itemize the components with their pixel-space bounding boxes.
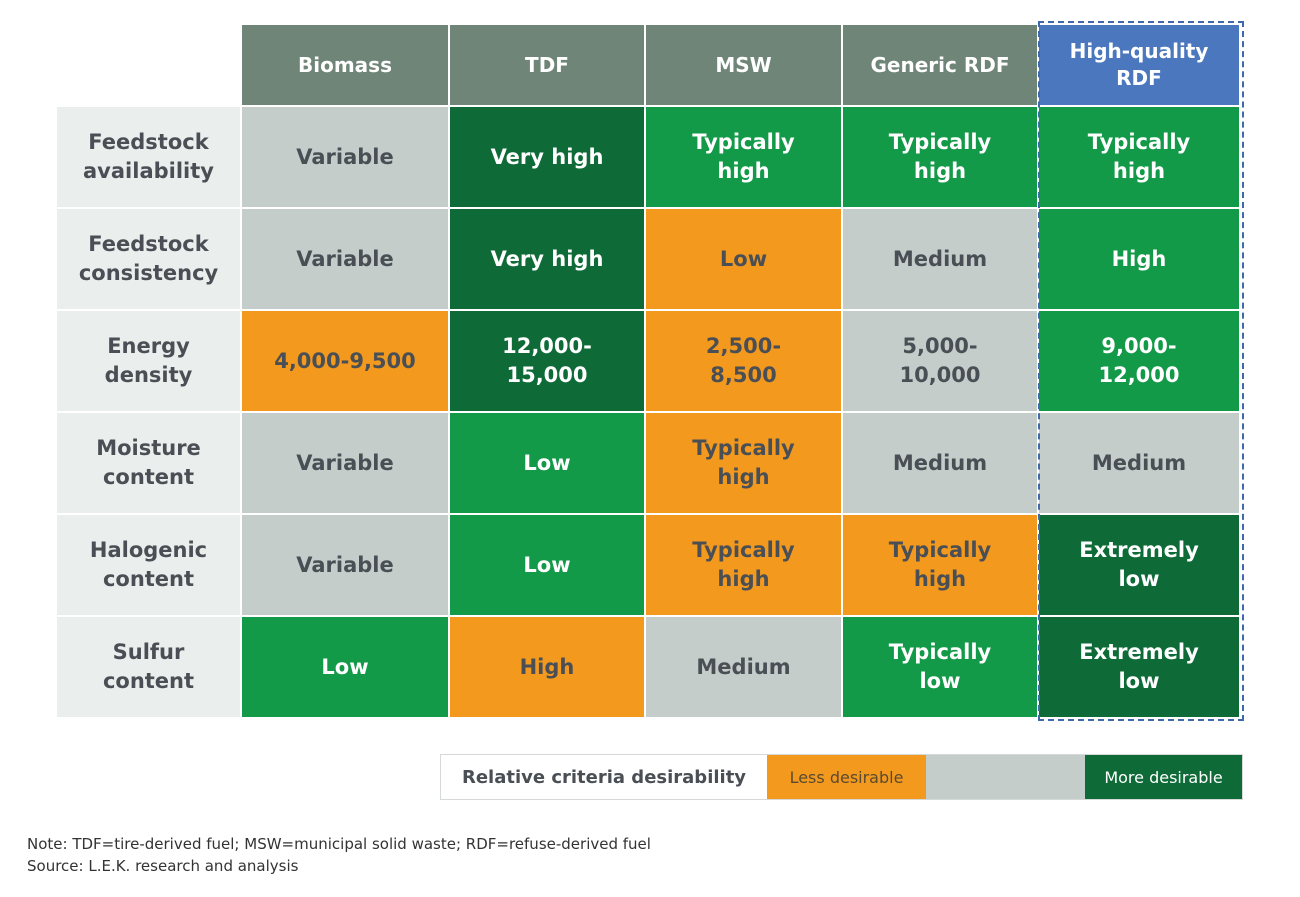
row-header: Sulfur content: [57, 617, 240, 717]
table-cell: Medium: [843, 209, 1037, 309]
table-cell: Extremely low: [1039, 617, 1239, 717]
table-cell: Very high: [450, 107, 644, 207]
table-cell: Typically high: [843, 107, 1037, 207]
legend-title: Relative criteria desirability: [441, 755, 767, 799]
table-cell: Variable: [242, 107, 448, 207]
table-cell: Low: [242, 617, 448, 717]
table-cell: Variable: [242, 413, 448, 513]
row-header: Moisture content: [57, 413, 240, 513]
table-cell: Typically high: [843, 515, 1037, 615]
table-cell: Typically high: [646, 413, 841, 513]
row-header: Halogenic content: [57, 515, 240, 615]
table-cell: 2,500-8,500: [646, 311, 841, 411]
table-cell: Low: [450, 515, 644, 615]
row-header: Feedstock consistency: [57, 209, 240, 309]
table-cell: 12,000-15,000: [450, 311, 644, 411]
table-cell: Medium: [646, 617, 841, 717]
row-header: Energy density: [57, 311, 240, 411]
table-cell: Typically low: [843, 617, 1037, 717]
table-cell: Extremely low: [1039, 515, 1239, 615]
table-cell: High: [1039, 209, 1239, 309]
table-cell: 9,000-12,000: [1039, 311, 1239, 411]
table-cell: Typically high: [1039, 107, 1239, 207]
table-cell: Variable: [242, 209, 448, 309]
table-cell: Medium: [1039, 413, 1239, 513]
note-text: Note: TDF=tire-derived fuel; MSW=municip…: [27, 835, 651, 853]
comparison-table: Biomass TDF MSW Generic RDF High-quality RDF…: [57, 25, 1239, 717]
table-cell: Very high: [450, 209, 644, 309]
column-header: Biomass: [242, 25, 448, 105]
table-corner: [57, 25, 240, 105]
legend-neutral: [926, 755, 1085, 799]
table-cell: Typically high: [646, 515, 841, 615]
column-header: TDF: [450, 25, 644, 105]
column-header: MSW: [646, 25, 841, 105]
legend: Relative criteria desirability Less desi…: [440, 754, 1243, 800]
table-cell: Low: [450, 413, 644, 513]
table-cell: Medium: [843, 413, 1037, 513]
table-cell: High: [450, 617, 644, 717]
column-header: High-quality RDF: [1039, 25, 1239, 105]
table-cell: 4,000-9,500: [242, 311, 448, 411]
table-cell: 5,000-10,000: [843, 311, 1037, 411]
legend-less-desirable: Less desirable: [767, 755, 926, 799]
source-text: Source: L.E.K. research and analysis: [27, 857, 299, 875]
table-cell: Low: [646, 209, 841, 309]
row-header: Feedstock availability: [57, 107, 240, 207]
table-cell: Typically high: [646, 107, 841, 207]
legend-more-desirable: More desirable: [1085, 755, 1242, 799]
table-cell: Variable: [242, 515, 448, 615]
column-header: Generic RDF: [843, 25, 1037, 105]
